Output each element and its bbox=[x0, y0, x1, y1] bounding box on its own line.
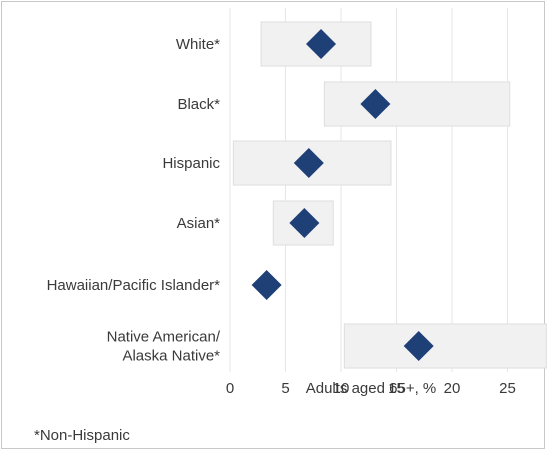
category-label-2: Hispanic bbox=[162, 155, 220, 172]
category-label-5-line-0: Native American/ bbox=[107, 329, 221, 346]
x-tick-label-5: 25 bbox=[499, 380, 516, 397]
diamond-marker-1 bbox=[360, 89, 391, 119]
diamond-marker-3 bbox=[289, 208, 320, 238]
category-label-5-line-1: Alaska Native* bbox=[122, 348, 220, 365]
x-tick-label-1: 5 bbox=[281, 380, 289, 397]
x-tick-labels: 0 5 10 15 20 25 bbox=[226, 380, 516, 397]
category-label-3: Asian* bbox=[177, 215, 221, 232]
diamond-marker-2 bbox=[293, 148, 324, 178]
category-labels: White* Black* Hispanic Asian* Hawaiian/Pacif… bbox=[47, 36, 221, 365]
x-axis-title: Adults aged 65+, % bbox=[306, 380, 437, 397]
x-tick-label-0: 0 bbox=[226, 380, 234, 397]
range-bar-1 bbox=[323, 81, 511, 127]
value-markers bbox=[251, 29, 434, 361]
category-label-1: Black* bbox=[177, 96, 220, 113]
diamond-marker-4 bbox=[251, 270, 282, 300]
category-label-4: Hawaiian/Pacific Islander* bbox=[47, 277, 221, 294]
x-tick-label-3: 15 bbox=[388, 380, 405, 397]
range-bars bbox=[232, 21, 547, 369]
range-bar-5 bbox=[343, 323, 547, 369]
footnote: *Non-Hispanic bbox=[34, 427, 130, 444]
diamond-marker-0 bbox=[306, 29, 337, 59]
x-tick-label-2: 10 bbox=[333, 380, 350, 397]
gridlines bbox=[229, 8, 508, 372]
diamond-marker-5 bbox=[403, 331, 434, 361]
category-label-0: White* bbox=[176, 36, 220, 53]
x-tick-label-4: 20 bbox=[444, 380, 461, 397]
